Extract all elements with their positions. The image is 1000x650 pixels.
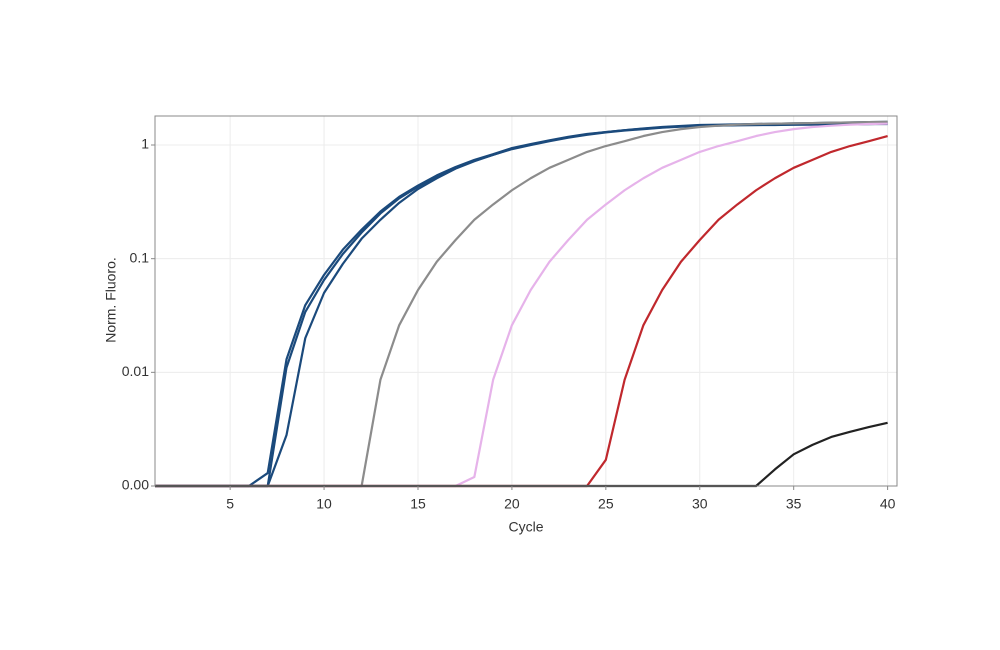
x-tick-label: 25 [598,496,614,512]
x-tick-label: 15 [410,496,426,512]
x-tick-label: 35 [786,496,802,512]
x-tick-label: 5 [226,496,234,512]
y-axis-label: Norm. Fluoro. [103,257,119,343]
plot-frame [154,115,898,487]
x-axis-label: Cycle [508,519,543,535]
series-line [155,122,888,488]
y-tick-label: 0.00 [122,477,149,493]
x-tick-label: 30 [692,496,708,512]
x-tick-label: 40 [880,496,896,512]
y-tick-label: 0.01 [122,363,149,379]
y-tick-label: 1 [141,136,149,152]
x-tick-label: 20 [504,496,520,512]
y-tick-label: 0.1 [130,249,150,265]
x-tick-label: 10 [316,496,332,512]
